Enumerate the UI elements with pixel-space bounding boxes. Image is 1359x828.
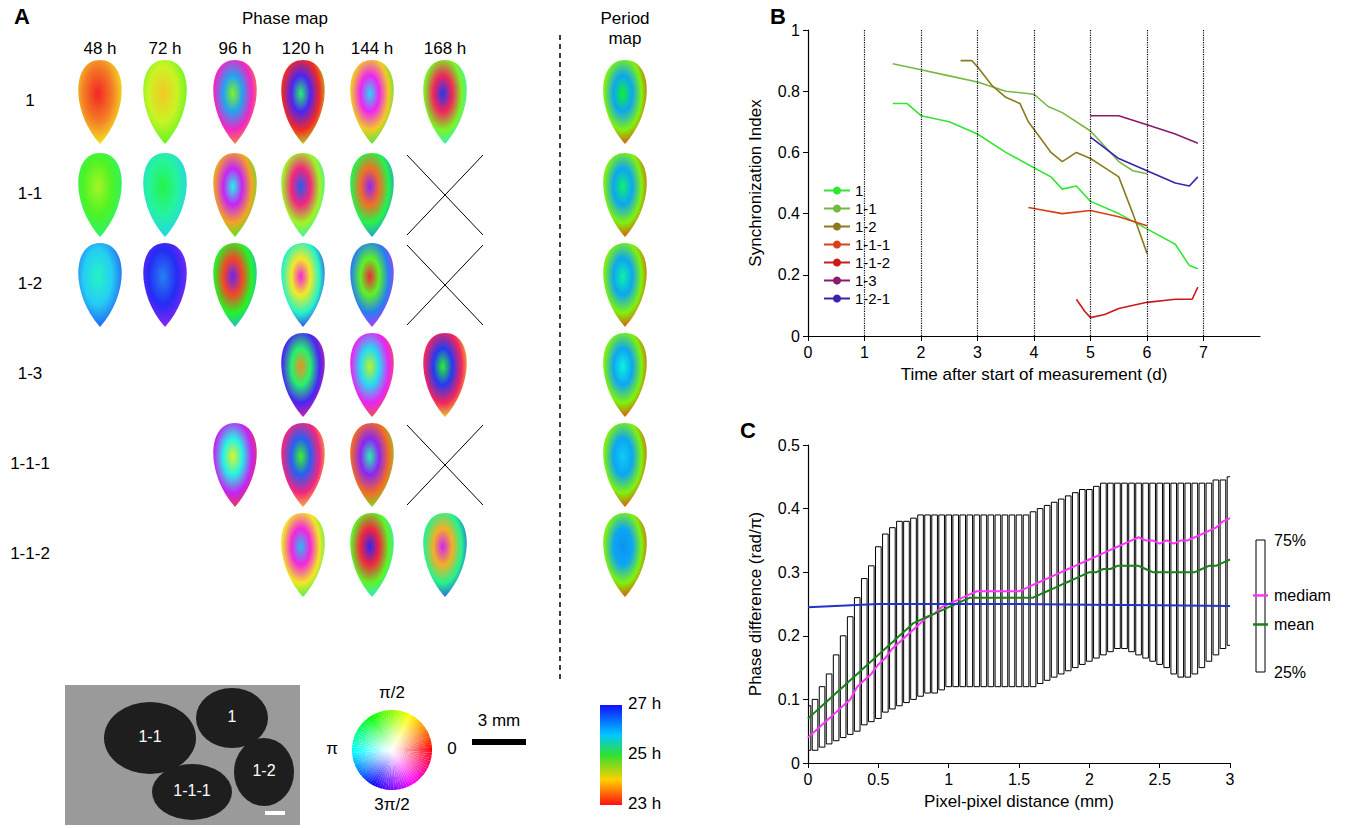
svg-text:Phase difference (rad/π): Phase difference (rad/π) [746,512,765,696]
svg-text:1-2: 1-2 [855,218,877,235]
svg-text:25 h: 25 h [628,744,661,763]
svg-text:1-2: 1-2 [18,274,43,293]
svg-text:2: 2 [917,344,926,361]
svg-text:1-1-1: 1-1-1 [173,782,210,799]
svg-text:1-1-1: 1-1-1 [855,236,890,253]
svg-text:1: 1 [791,22,800,39]
svg-text:0: 0 [804,771,813,788]
svg-text:0: 0 [804,344,813,361]
svg-text:0.4: 0.4 [778,205,800,222]
svg-text:1-1: 1-1 [855,200,877,217]
svg-text:mean: mean [1274,616,1314,633]
svg-text:48 h: 48 h [83,39,116,58]
svg-text:π: π [326,739,338,758]
svg-text:1-2: 1-2 [252,762,275,779]
svg-text:1: 1 [860,344,869,361]
svg-text:0: 0 [447,739,456,758]
svg-text:27 h: 27 h [628,694,661,713]
svg-text:1-1: 1-1 [18,184,43,203]
svg-text:0.2: 0.2 [778,266,800,283]
svg-text:mediam: mediam [1274,587,1331,604]
svg-text:0.4: 0.4 [778,500,800,517]
svg-text:168 h: 168 h [424,39,467,58]
svg-text:6: 6 [1143,344,1152,361]
svg-text:0.8: 0.8 [778,83,800,100]
svg-text:144 h: 144 h [351,39,394,58]
svg-text:1: 1 [25,91,34,110]
svg-text:1-1-2: 1-1-2 [10,544,50,563]
svg-text:0.6: 0.6 [778,144,800,161]
svg-text:Phase map: Phase map [242,9,328,28]
svg-text:1-2-1: 1-2-1 [855,290,890,307]
svg-text:0: 0 [791,755,800,772]
svg-text:Period: Period [600,9,649,28]
svg-text:A: A [14,4,30,29]
svg-text:1.5: 1.5 [1008,771,1030,788]
svg-text:map: map [608,29,641,48]
svg-text:3 mm: 3 mm [478,711,521,730]
svg-text:C: C [740,418,756,443]
svg-text:0.5: 0.5 [867,771,889,788]
svg-text:0: 0 [791,328,800,345]
svg-text:3: 3 [973,344,982,361]
svg-text:2: 2 [1085,771,1094,788]
svg-text:0.2: 0.2 [778,627,800,644]
svg-text:1-1-1: 1-1-1 [10,454,50,473]
svg-text:0.3: 0.3 [778,564,800,581]
svg-text:3π/2: 3π/2 [374,795,409,814]
svg-text:5: 5 [1086,344,1095,361]
svg-text:2.5: 2.5 [1149,771,1171,788]
svg-text:1: 1 [944,771,953,788]
svg-text:75%: 75% [1274,532,1306,549]
svg-text:23 h: 23 h [628,794,661,813]
svg-text:0.1: 0.1 [778,691,800,708]
svg-text:72 h: 72 h [148,39,181,58]
svg-text:1-3: 1-3 [18,364,43,383]
svg-text:B: B [770,4,786,29]
svg-text:96 h: 96 h [218,39,251,58]
svg-text:1: 1 [228,708,237,725]
svg-text:120 h: 120 h [282,39,325,58]
svg-text:π/2: π/2 [379,683,405,702]
svg-text:Synchronization Index: Synchronization Index [746,99,765,267]
svg-text:25%: 25% [1274,664,1306,681]
svg-text:0.5: 0.5 [778,437,800,454]
svg-text:1-1: 1-1 [138,728,161,745]
svg-text:1: 1 [855,182,863,199]
svg-text:3: 3 [1226,771,1235,788]
svg-text:4: 4 [1030,344,1039,361]
svg-text:7: 7 [1199,344,1208,361]
svg-text:Time after start of measuremen: Time after start of measurement (d) [901,365,1168,384]
svg-text:1-3: 1-3 [855,272,877,289]
svg-text:Pixel-pixel distance (mm): Pixel-pixel distance (mm) [924,792,1114,811]
svg-text:1-1-2: 1-1-2 [855,254,890,271]
